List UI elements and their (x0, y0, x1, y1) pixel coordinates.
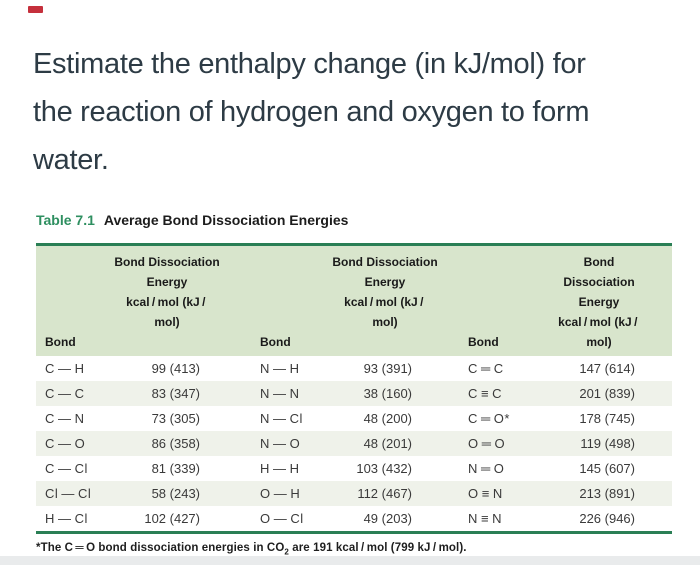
table-header: Bond Bond Dissociation Energy kcal / mol… (36, 246, 672, 356)
energy-cell: 48 (200) (363, 411, 412, 426)
bond-cell: C — C (45, 386, 85, 401)
col-header-energy: Bond Dissociation Energy kcal / mol (kJ … (552, 252, 672, 352)
bond-cell: O ═ O (468, 436, 506, 451)
red-marker (28, 6, 43, 13)
energy-cell: 38 (160) (363, 386, 412, 401)
energy-cell: 73 (305) (151, 411, 200, 426)
col-header-energy-line: kcal / mol (kJ / mol) (558, 315, 640, 349)
bond-cell: N ≡ N (468, 511, 503, 526)
col-header-energy-line: kcal / mol (kJ / mol) (344, 295, 426, 329)
table-row: C — H 99 (413) N — H 93 (391) C ═ C 147 … (36, 356, 672, 381)
bond-cell: N — N (260, 386, 300, 401)
bond-cell: C — Cl (45, 461, 88, 476)
col-header-energy-line: Bond Dissociation (332, 255, 438, 269)
energy-cell: 226 (946) (579, 511, 635, 526)
bond-cell: C ≡ C (468, 386, 503, 401)
bond-cell: N ═ O (468, 461, 505, 476)
footnote-text: *The C ═ O bond dissociation energies in… (36, 542, 285, 554)
energy-cell: 99 (413) (151, 361, 200, 376)
col-header-energy: Bond Dissociation Energy kcal / mol (kJ … (332, 252, 464, 352)
table-caption: Average Bond Dissociation Energies (103, 212, 349, 228)
energy-cell: 119 (498) (580, 436, 635, 451)
bond-cell: C ═ O* (468, 411, 510, 426)
energy-cell: 81 (339) (151, 461, 200, 476)
energy-cell: 58 (243) (151, 486, 200, 501)
energy-cell: 86 (358) (151, 436, 200, 451)
bond-cell: O — Cl (260, 511, 304, 526)
energy-cell: 145 (607) (579, 461, 635, 476)
energy-cell: 147 (614) (579, 361, 635, 376)
table-row: C — C 83 (347) N — N 38 (160) C ≡ C 201 … (36, 381, 672, 406)
energy-cell: 48 (201) (363, 436, 412, 451)
energy-cell: 102 (427) (144, 511, 200, 526)
energy-cell: 112 (467) (357, 486, 412, 501)
bond-cell: Cl — Cl (45, 486, 92, 501)
col-header-energy-line: Energy (578, 295, 620, 309)
bond-cell: N — Cl (260, 411, 303, 426)
table-row: Cl — Cl 58 (243) O — H 112 (467) O ≡ N 2… (36, 481, 672, 506)
col-header-bond: Bond (45, 335, 76, 349)
energy-cell: 83 (347) (151, 386, 200, 401)
energy-cell: 213 (891) (579, 486, 635, 501)
table-title: Table 7.1 Average Bond Dissociation Energ… (36, 211, 672, 229)
bond-energy-table: Table 7.1 Average Bond Dissociation Energ… (36, 211, 672, 556)
table-row: H — Cl 102 (427) O — Cl 49 (203) N ≡ N 2… (36, 506, 672, 531)
col-header-energy-line: Energy (146, 275, 188, 289)
bond-cell: O — H (260, 486, 301, 501)
table-row: C — O 86 (358) N — O 48 (201) O ═ O 119 … (36, 431, 672, 456)
bond-cell: N — H (260, 361, 300, 376)
bond-cell: H — Cl (45, 511, 88, 526)
energy-cell: 201 (839) (579, 386, 635, 401)
col-header-energy-line: Energy (364, 275, 406, 289)
table-footnote: *The C ═ O bond dissociation energies in… (36, 542, 672, 556)
question-line: the reaction of hydrogen and oxygen to f… (33, 96, 590, 128)
col-header-bond: Bond (468, 335, 499, 349)
energy-cell: 49 (203) (363, 511, 412, 526)
table: Bond Bond Dissociation Energy kcal / mol… (36, 243, 672, 534)
bottom-gray-bar (0, 556, 700, 565)
bond-cell: H — H (260, 461, 300, 476)
energy-cell: 178 (745) (579, 411, 635, 426)
table-label: Table 7.1 (36, 212, 95, 228)
col-header-bond: Bond (260, 335, 291, 349)
col-header-energy: Bond Dissociation Energy kcal / mol (kJ … (114, 252, 246, 352)
col-header-energy-line: Bond Dissociation (563, 255, 635, 289)
bond-cell: C — O (45, 436, 86, 451)
bond-cell: N — O (260, 436, 301, 451)
footnote-text: are 191 kcal / mol (799 kJ / mol). (288, 542, 467, 554)
bond-cell: O ≡ N (468, 486, 503, 501)
col-header-energy-line: Bond Dissociation (114, 255, 220, 269)
energy-cell: 93 (391) (363, 361, 412, 376)
bond-cell: C — N (45, 411, 85, 426)
question-line: water. (33, 144, 109, 176)
col-header-energy-line: kcal / mol (kJ / mol) (126, 295, 208, 329)
bond-cell: C — H (45, 361, 85, 376)
table-row: C — N 73 (305) N — Cl 48 (200) C ═ O* 17… (36, 406, 672, 431)
energy-cell: 103 (432) (356, 461, 412, 476)
question-text: Estimate the enthalpy change (in kJ/mol)… (33, 40, 683, 184)
question-line: Estimate the enthalpy change (in kJ/mol)… (33, 48, 586, 80)
bond-cell: C ═ C (468, 361, 504, 376)
footnote-subscript: 2 (284, 547, 289, 557)
table-row: C — Cl 81 (339) H — H 103 (432) N ═ O 14… (36, 456, 672, 481)
